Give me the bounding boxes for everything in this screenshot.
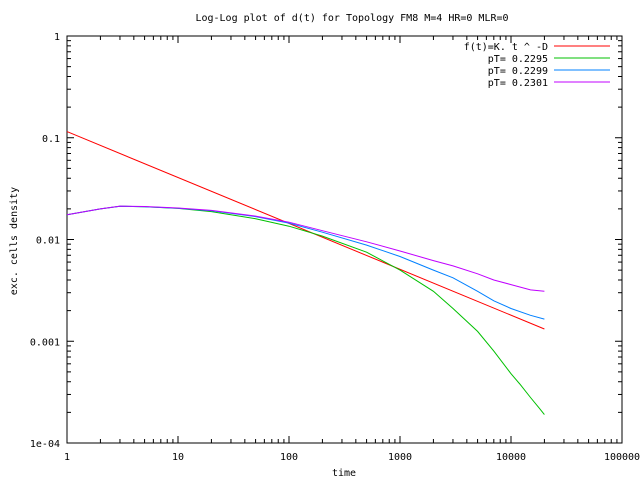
y-tick-label: 0.01 bbox=[36, 236, 60, 247]
y-tick-label: 1e-04 bbox=[30, 439, 60, 450]
legend-label: pT= 0.2295 bbox=[488, 54, 548, 65]
series-line-3 bbox=[66, 205, 545, 292]
x-tick-label: 10000 bbox=[496, 452, 526, 463]
y-tick-label: 0.001 bbox=[30, 337, 60, 348]
ticks: 1 10 100 1000 10000 100000 1e-04 0.001 0.01 0.1 1 bbox=[30, 32, 640, 463]
series-line-2 bbox=[66, 205, 545, 320]
legend-label: pT= 0.2299 bbox=[488, 66, 548, 77]
x-tick-label: 1000 bbox=[388, 452, 412, 463]
legend-label: f(t)=K. t ^ -D bbox=[464, 42, 548, 53]
x-tick-label: 100 bbox=[280, 452, 298, 463]
legend-label: pT= 0.2301 bbox=[488, 78, 548, 89]
series-layer bbox=[66, 131, 545, 415]
x-tick-label: 10 bbox=[172, 452, 184, 463]
series-line-0 bbox=[66, 131, 545, 330]
y-tick-label: 0.1 bbox=[42, 134, 60, 145]
y-tick-label: 1 bbox=[54, 32, 60, 43]
x-tick-label: 100000 bbox=[604, 452, 640, 463]
y-axis-label: exc. cells density bbox=[9, 187, 20, 295]
axes bbox=[66, 35, 623, 444]
x-tick-label: 1 bbox=[64, 452, 70, 463]
chart-title: Log-Log plot of d(t) for Topology FM8 M=… bbox=[195, 13, 508, 24]
plot-frame bbox=[66, 35, 623, 444]
x-axis-label: time bbox=[332, 468, 356, 479]
series-line-1 bbox=[66, 205, 545, 415]
